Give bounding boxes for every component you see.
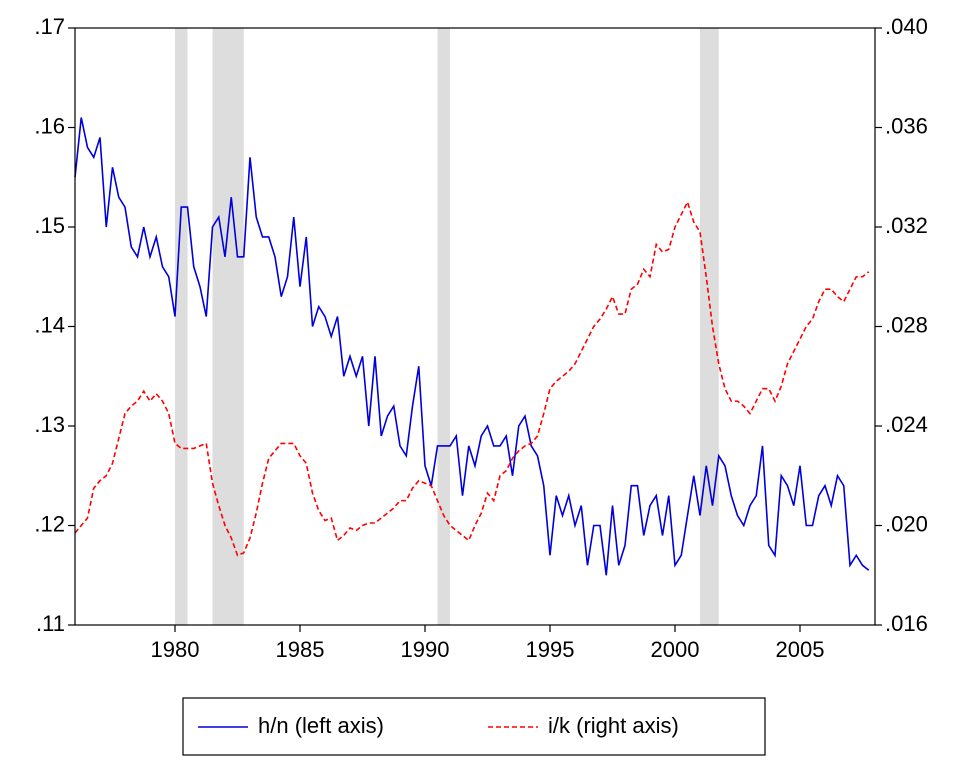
x-tick-label: 2005: [776, 637, 825, 662]
y-tick-label: .12: [34, 511, 65, 536]
series-line: [74, 117, 870, 576]
plot-frame: [74, 27, 876, 626]
y-tick-label: .17: [34, 14, 65, 39]
recession-band: [212, 28, 244, 625]
y-tick-label: .16: [34, 113, 65, 138]
x-tick-label: 1985: [276, 637, 325, 662]
y-tick-label: .11: [36, 611, 65, 636]
y2-tick-label: .016: [885, 611, 928, 636]
x-tick-label: 1995: [526, 637, 575, 662]
y-tick-label: .14: [34, 312, 65, 337]
legend-box: [182, 697, 766, 756]
legend-label: h/n (left axis): [258, 713, 384, 738]
y-tick-label: .15: [34, 213, 65, 238]
y-tick-label: .13: [34, 412, 65, 437]
legend-label: i/k (right axis): [548, 713, 679, 738]
y2-tick-label: .020: [885, 511, 928, 536]
y2-tick-label: .032: [885, 213, 928, 238]
recession-band: [437, 28, 450, 625]
x-tick-label: 1980: [151, 637, 200, 662]
recession-band: [700, 28, 719, 625]
y2-tick-label: .040: [885, 14, 928, 39]
x-tick-label: 2000: [651, 637, 700, 662]
recession-band: [175, 28, 188, 625]
y2-tick-label: .036: [885, 113, 928, 138]
series-line: [74, 200, 870, 557]
x-tick-label: 1990: [401, 637, 450, 662]
y2-tick-label: .028: [885, 312, 928, 337]
y2-tick-label: .024: [885, 412, 928, 437]
